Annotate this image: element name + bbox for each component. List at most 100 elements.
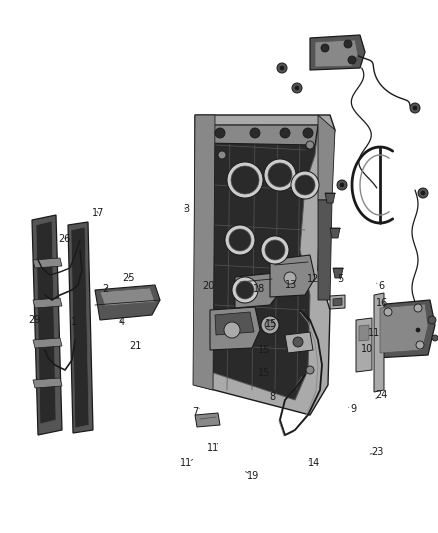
- Polygon shape: [325, 193, 335, 203]
- Circle shape: [265, 320, 275, 330]
- Circle shape: [261, 316, 279, 334]
- Text: 26: 26: [59, 234, 71, 244]
- Polygon shape: [205, 125, 318, 400]
- Circle shape: [231, 166, 259, 194]
- Circle shape: [303, 128, 313, 138]
- Polygon shape: [95, 285, 160, 320]
- Polygon shape: [32, 215, 62, 435]
- Circle shape: [292, 83, 302, 93]
- Text: 12: 12: [307, 274, 319, 284]
- Circle shape: [410, 103, 420, 113]
- Text: 15: 15: [265, 319, 277, 329]
- Circle shape: [348, 56, 356, 64]
- Text: 1: 1: [71, 317, 78, 327]
- Circle shape: [384, 308, 392, 316]
- Circle shape: [413, 106, 417, 110]
- Circle shape: [337, 180, 347, 190]
- Text: 4: 4: [119, 317, 125, 327]
- Circle shape: [232, 277, 258, 303]
- Circle shape: [229, 229, 251, 251]
- Text: 10: 10: [361, 344, 373, 353]
- Polygon shape: [318, 200, 332, 300]
- Text: 25: 25: [122, 273, 134, 283]
- Circle shape: [224, 322, 240, 338]
- Circle shape: [418, 188, 428, 198]
- Circle shape: [416, 341, 424, 349]
- Circle shape: [225, 225, 255, 255]
- Circle shape: [321, 44, 329, 52]
- Text: 20: 20: [202, 281, 215, 291]
- Text: 17: 17: [92, 208, 104, 218]
- Text: 6: 6: [379, 281, 385, 291]
- Polygon shape: [195, 413, 220, 427]
- Circle shape: [264, 159, 296, 191]
- Text: 15: 15: [258, 368, 270, 377]
- Circle shape: [268, 163, 292, 187]
- Circle shape: [295, 86, 299, 90]
- Text: 24: 24: [376, 390, 388, 400]
- Circle shape: [306, 366, 314, 374]
- Polygon shape: [33, 378, 62, 388]
- Polygon shape: [215, 312, 254, 335]
- Text: 11: 11: [180, 458, 192, 468]
- Circle shape: [306, 141, 314, 149]
- Polygon shape: [380, 304, 428, 353]
- Text: 13: 13: [285, 280, 297, 290]
- Circle shape: [250, 128, 260, 138]
- Polygon shape: [356, 318, 372, 372]
- Polygon shape: [210, 307, 260, 350]
- Circle shape: [293, 337, 303, 347]
- Text: 18: 18: [253, 285, 265, 294]
- Text: 5: 5: [337, 274, 343, 284]
- Circle shape: [236, 281, 254, 299]
- Circle shape: [416, 328, 420, 332]
- Circle shape: [277, 63, 287, 73]
- Text: 9: 9: [351, 405, 357, 414]
- Polygon shape: [68, 222, 93, 433]
- Circle shape: [284, 272, 296, 284]
- Polygon shape: [333, 268, 343, 278]
- Polygon shape: [318, 115, 335, 200]
- Polygon shape: [270, 255, 315, 297]
- Text: 16: 16: [376, 298, 389, 308]
- Circle shape: [428, 316, 436, 324]
- Polygon shape: [333, 298, 342, 306]
- Polygon shape: [33, 298, 62, 308]
- Polygon shape: [315, 40, 358, 67]
- Text: 11: 11: [367, 328, 380, 338]
- Polygon shape: [285, 332, 313, 353]
- Polygon shape: [33, 258, 62, 268]
- Circle shape: [340, 183, 344, 187]
- Circle shape: [265, 240, 285, 260]
- Polygon shape: [202, 125, 318, 145]
- Text: 11: 11: [207, 443, 219, 453]
- Polygon shape: [235, 273, 280, 308]
- Circle shape: [413, 325, 423, 335]
- Circle shape: [295, 175, 315, 195]
- Circle shape: [414, 304, 422, 312]
- Circle shape: [432, 335, 438, 341]
- Text: 3: 3: [183, 205, 189, 214]
- Polygon shape: [359, 325, 369, 341]
- Polygon shape: [330, 228, 340, 238]
- Polygon shape: [330, 295, 345, 309]
- Polygon shape: [374, 293, 384, 392]
- Text: 8: 8: [270, 392, 276, 402]
- Polygon shape: [195, 115, 335, 415]
- Polygon shape: [100, 288, 155, 306]
- Circle shape: [344, 40, 352, 48]
- Polygon shape: [375, 300, 435, 358]
- Text: 19: 19: [247, 471, 259, 481]
- Circle shape: [291, 171, 319, 199]
- Text: 21: 21: [130, 342, 142, 351]
- Circle shape: [280, 128, 290, 138]
- Circle shape: [218, 151, 226, 159]
- Text: 29: 29: [28, 315, 40, 325]
- Text: 14: 14: [308, 458, 321, 468]
- Text: 2: 2: [102, 285, 108, 294]
- Circle shape: [261, 236, 289, 264]
- Text: 23: 23: [371, 447, 384, 457]
- Circle shape: [280, 66, 284, 70]
- Text: 15: 15: [258, 345, 270, 355]
- Circle shape: [421, 191, 425, 195]
